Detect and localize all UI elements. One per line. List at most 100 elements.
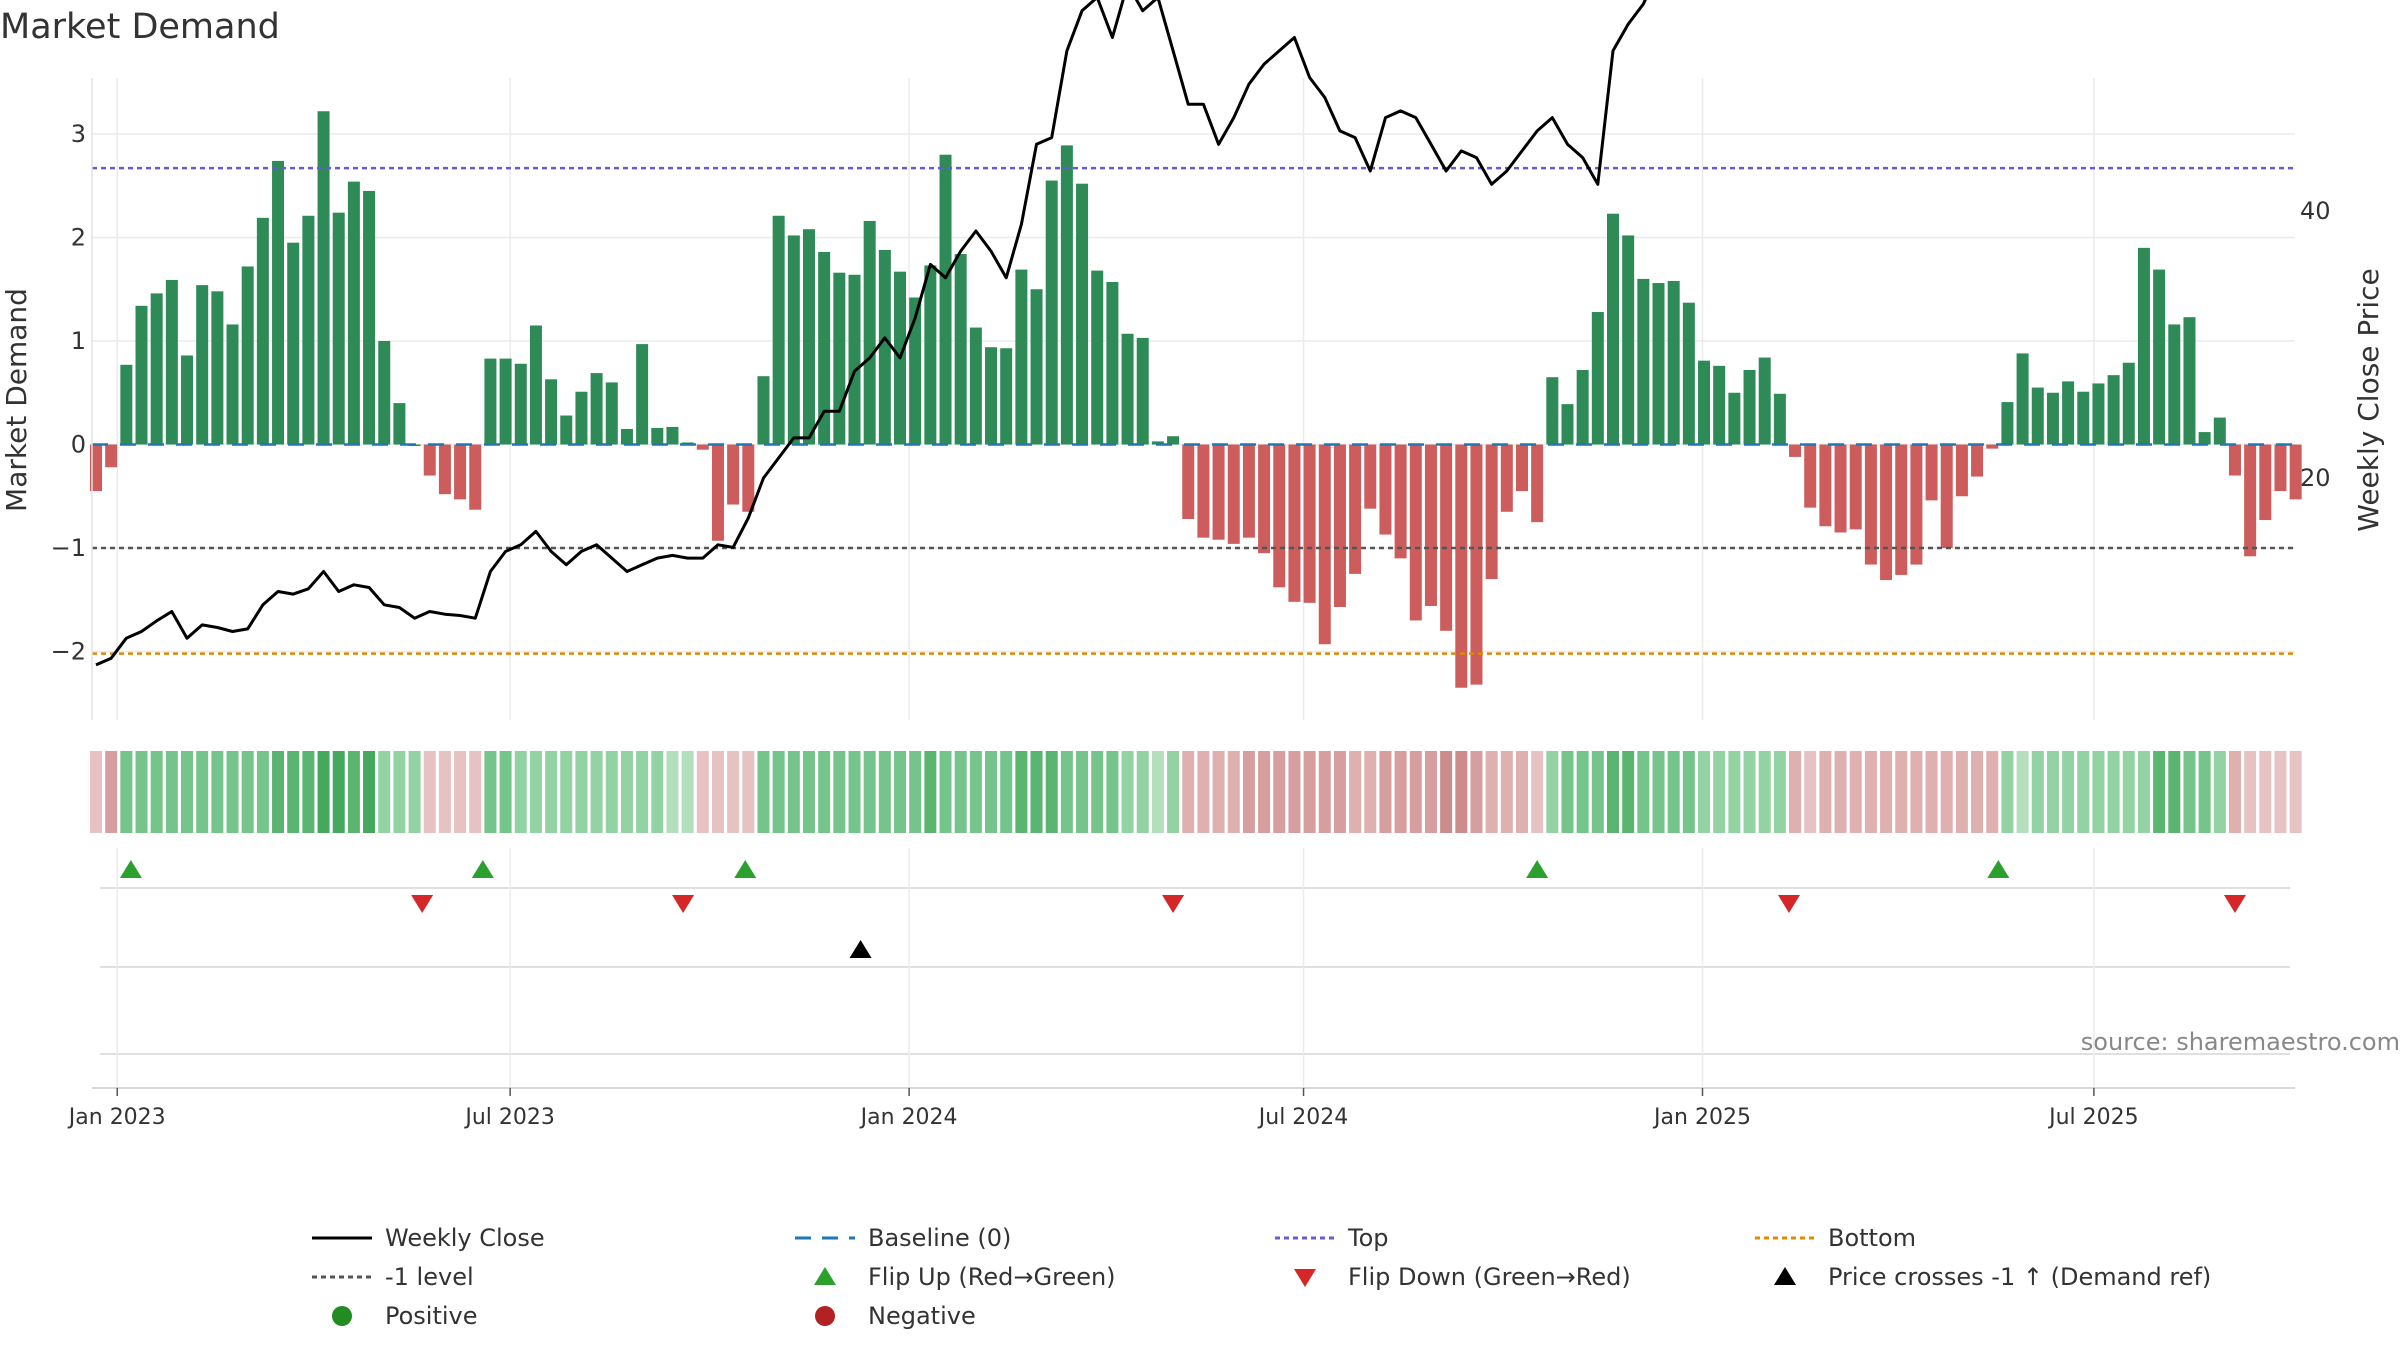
demand-bar (226, 324, 239, 445)
demand-bar (1091, 270, 1104, 445)
grid-layer (92, 78, 2295, 720)
source-note: source: sharemaestro.com (2081, 1028, 2400, 1056)
demand-bar (165, 279, 178, 445)
demand-bar (1637, 278, 1650, 445)
flip-down-marker (1777, 895, 1800, 913)
demand-bar (2046, 392, 2059, 445)
demand-bar (1652, 283, 1665, 445)
demand-bar (2228, 444, 2241, 476)
demand-bar (802, 229, 815, 445)
strip-cell (529, 751, 542, 833)
demand-bar (1030, 289, 1043, 445)
strip-cell (2259, 751, 2272, 833)
strip-cell (711, 751, 724, 833)
strip-cell (1030, 751, 1043, 833)
y-tick-right: 20 (2300, 464, 2331, 492)
flip-down-marker (672, 895, 695, 913)
demand-bar (135, 305, 148, 445)
demand-bar (1667, 280, 1680, 445)
demand-bar (2289, 444, 2302, 500)
legend-label: Bottom (1828, 1224, 1916, 1252)
legend-item: Negative (815, 1302, 976, 1330)
demand-bar (1303, 444, 1316, 603)
strip-cell (1167, 751, 1180, 833)
demand-bar (1910, 444, 1923, 565)
strip-cell (2244, 751, 2257, 833)
strip-cell (1485, 751, 1498, 833)
strip-cell (1773, 751, 1786, 833)
demand-bar (1167, 436, 1180, 445)
demand-bar (2077, 391, 2090, 445)
strip-cell (833, 751, 846, 833)
strip-cell (393, 751, 406, 833)
strip-cell (2198, 751, 2211, 833)
demand-bar (1076, 183, 1089, 445)
demand-bar (651, 427, 664, 445)
legend-label: Positive (385, 1302, 478, 1330)
strip-cell (1819, 751, 1832, 833)
strip-cell (2122, 751, 2135, 833)
demand-bar (363, 190, 376, 445)
demand-bar (742, 444, 755, 512)
demand-bar (1728, 392, 1741, 445)
y-tick-left: 2 (71, 224, 86, 252)
demand-bar (332, 212, 345, 445)
demand-bar (605, 382, 618, 445)
strip-cell (1151, 751, 1164, 833)
strip-cell (135, 751, 148, 833)
event-markers (100, 848, 2290, 1090)
strip-cell (1728, 751, 1741, 833)
strip-cell (1940, 751, 1953, 833)
demand-bar (560, 415, 573, 445)
demand-bar (2153, 269, 2166, 445)
strip-cell (2062, 751, 2075, 833)
x-tick-label: Jul 2023 (463, 1105, 555, 1130)
demand-heat-strip (90, 751, 2302, 833)
legend-swatch (815, 1306, 835, 1326)
strip-cell (742, 751, 755, 833)
demand-bar (1986, 444, 1999, 449)
strip-cell (1455, 751, 1468, 833)
x-tick-label: Jan 2023 (67, 1105, 166, 1130)
demand-bar (302, 215, 315, 445)
demand-bar (287, 242, 300, 445)
strip-cell (1591, 751, 1604, 833)
strip-cell (1015, 751, 1028, 833)
demand-bar (863, 220, 876, 445)
y-tick-left: 0 (71, 431, 86, 459)
demand-bar (711, 444, 724, 541)
strip-cell (1607, 751, 1619, 833)
demand-bar (90, 444, 102, 492)
strip-cell (499, 751, 512, 833)
demand-bar (2092, 383, 2105, 445)
legend-item: Baseline (0) (795, 1224, 1011, 1252)
demand-bar (1607, 213, 1619, 445)
strip-cell (1106, 751, 1119, 833)
demand-bar (484, 358, 497, 445)
strip-cell (560, 751, 573, 833)
demand-bar (2259, 444, 2272, 521)
legend-item: Flip Up (Red→Green) (814, 1263, 1116, 1291)
demand-bar (1500, 444, 1513, 512)
strip-cell (1197, 751, 1210, 833)
strip-cell (196, 751, 209, 833)
demand-bar (1000, 348, 1013, 445)
x-axis: Jan 2023 Jul 2023 Jan 2024 Jul 2024 Jan 2025… (67, 1087, 2295, 1130)
strip-cell (1910, 751, 1923, 833)
demand-bar (1121, 333, 1134, 445)
demand-bar (1273, 444, 1286, 588)
demand-bar (1060, 145, 1073, 445)
demand-bar (423, 444, 436, 476)
strip-cell (985, 751, 998, 833)
demand-bar (2244, 444, 2257, 557)
strip-cell (727, 751, 740, 833)
strip-cell (863, 751, 876, 833)
strip-cell (1895, 751, 1908, 833)
demand-bar (211, 291, 224, 445)
strip-cell (1500, 751, 1513, 833)
strip-cell (1834, 751, 1847, 833)
demand-bar (469, 444, 482, 510)
x-tick-label: Jul 2025 (2047, 1105, 2139, 1130)
strip-cell (90, 751, 102, 833)
